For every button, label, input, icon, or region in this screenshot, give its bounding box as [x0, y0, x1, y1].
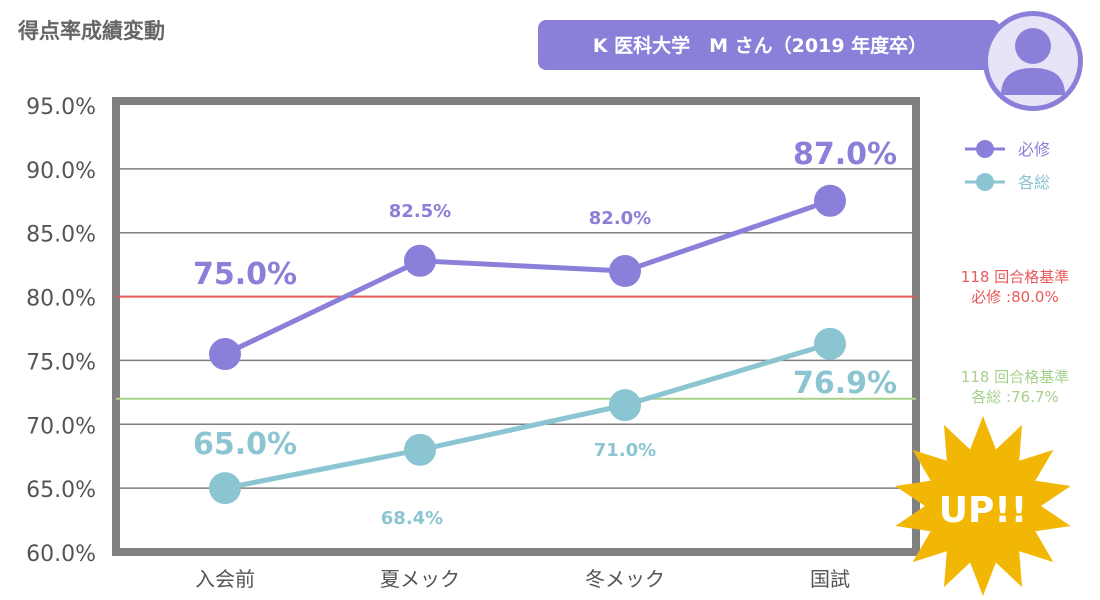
- data-point-hisshu: [209, 338, 241, 371]
- student-badge-text: K 医科大学 M さん（2019 年度卒）: [593, 34, 927, 57]
- data-point-kakusou: [404, 433, 436, 466]
- legend-swatch-marker: [976, 173, 994, 191]
- legend: 必修 各総: [965, 140, 1050, 192]
- data-point-hisshu: [609, 255, 641, 288]
- series-lines: [209, 184, 846, 505]
- plot-frame: [112, 97, 920, 556]
- data-label-kakusou: 71.0%: [594, 440, 656, 461]
- y-tick-label: 60.0%: [26, 542, 96, 567]
- student-badge-background: [538, 20, 1000, 70]
- up-burst: UP!!: [895, 416, 1071, 596]
- data-point-hisshu: [814, 184, 846, 217]
- y-tick-label: 65.0%: [26, 478, 96, 503]
- data-label-hisshu: 87.0%: [793, 137, 897, 172]
- data-label-kakusou: 76.9%: [793, 366, 897, 401]
- threshold-annotation-kakusou: 118 回合格基準 各総 :76.7%: [961, 368, 1069, 406]
- data-label-hisshu: 82.5%: [389, 201, 451, 222]
- x-axis-ticks: 入会前 夏メック 冬メック 国試: [195, 567, 850, 591]
- threshold-lines: [116, 295, 916, 400]
- y-tick-label: 75.0%: [26, 350, 96, 375]
- data-point-hisshu: [404, 244, 436, 277]
- data-labels: 75.0% 82.5% 82.0% 87.0% 65.0% 68.4% 71.0% 76.9%: [193, 137, 897, 529]
- starburst-shape: [895, 416, 1071, 596]
- y-axis-ticks: 95.0% 90.0% 85.0% 80.0% 75.0% 70.0% 65.0% 60.0%: [26, 95, 96, 567]
- legend-label-kakusou: 各総: [1018, 173, 1050, 192]
- y-tick-label: 95.0%: [26, 95, 96, 120]
- up-burst-text: UP!!: [939, 490, 1027, 531]
- threshold-label-line2: 必修 :80.0%: [971, 288, 1058, 306]
- data-label-hisshu: 82.0%: [589, 208, 651, 229]
- x-tick-label: 夏メック: [380, 567, 460, 591]
- series-line-kakusou: [224, 341, 831, 491]
- user-silhouette-icon: [983, 11, 1083, 111]
- y-tick-label: 85.0%: [26, 223, 96, 248]
- x-tick-label: 冬メック: [585, 567, 665, 591]
- data-label-kakusou: 68.4%: [381, 508, 443, 529]
- student-badge: K 医科大学 M さん（2019 年度卒）: [538, 20, 1000, 70]
- threshold-label-line2: 各総 :76.7%: [971, 388, 1058, 406]
- data-label-kakusou: 65.0%: [193, 427, 297, 462]
- data-label-hisshu: 75.0%: [193, 257, 297, 292]
- legend-label-hisshu: 必修: [1018, 140, 1050, 159]
- series-line-hisshu: [223, 198, 831, 357]
- y-tick-label: 80.0%: [26, 287, 96, 312]
- x-tick-label: 入会前: [195, 567, 255, 591]
- data-point-kakusou: [814, 327, 846, 360]
- data-point-kakusou: [209, 472, 241, 505]
- threshold-annotation-hisshu: 118 回合格基準 必修 :80.0%: [961, 268, 1069, 306]
- y-tick-label: 70.0%: [26, 414, 96, 439]
- threshold-label-line1: 118 回合格基準: [961, 268, 1069, 286]
- data-point-kakusou: [609, 389, 641, 422]
- threshold-label-line1: 118 回合格基準: [961, 368, 1069, 386]
- legend-item-kakusou: 各総: [965, 173, 1050, 192]
- x-tick-label: 国試: [810, 567, 850, 591]
- legend-swatch-marker: [976, 140, 994, 158]
- legend-item-hisshu: 必修: [965, 140, 1050, 159]
- page-title: 得点率成績変動: [17, 19, 165, 43]
- y-tick-label: 90.0%: [26, 159, 96, 184]
